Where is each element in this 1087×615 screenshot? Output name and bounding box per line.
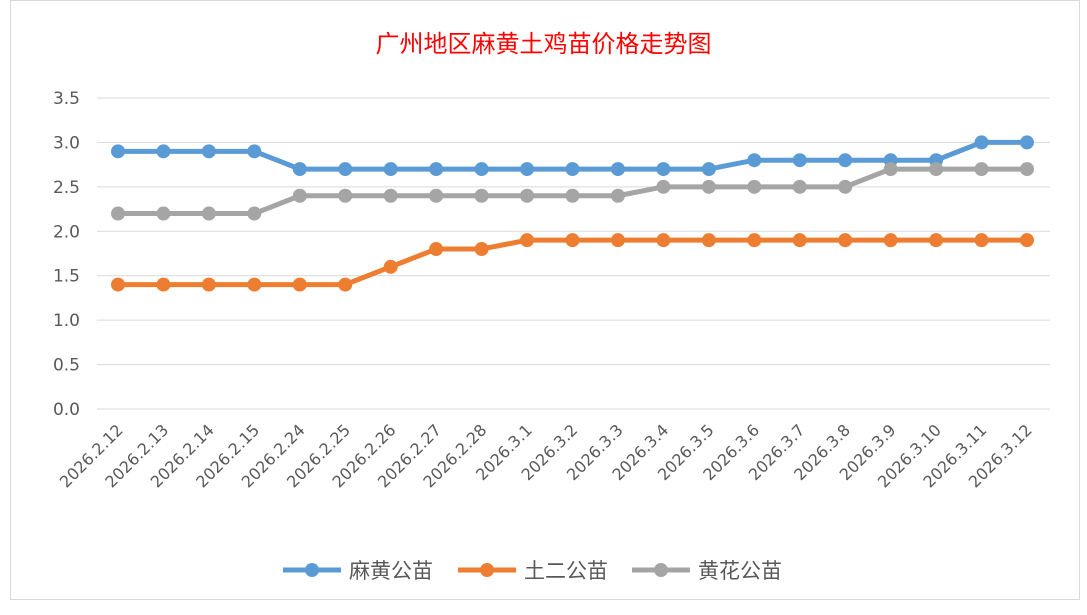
data-point bbox=[338, 277, 353, 292]
y-tick-label: 3.0 bbox=[53, 133, 80, 153]
data-point bbox=[610, 233, 625, 248]
data-point bbox=[929, 233, 944, 248]
data-point bbox=[747, 233, 762, 248]
data-point bbox=[383, 162, 398, 177]
legend-label: 土二公苗 bbox=[524, 559, 608, 583]
data-point bbox=[838, 233, 853, 248]
data-point bbox=[792, 233, 807, 248]
data-point bbox=[929, 162, 944, 177]
data-point bbox=[292, 277, 307, 292]
data-point bbox=[292, 188, 307, 203]
data-point bbox=[656, 162, 671, 177]
data-point bbox=[383, 259, 398, 274]
chart-frame bbox=[10, 0, 1080, 600]
data-point bbox=[520, 233, 535, 248]
data-point bbox=[111, 206, 125, 221]
data-point bbox=[474, 162, 489, 177]
data-point bbox=[383, 188, 398, 203]
data-point bbox=[838, 153, 853, 168]
data-point bbox=[247, 206, 262, 221]
data-point bbox=[656, 233, 671, 248]
y-tick-label: 1.5 bbox=[53, 267, 80, 287]
data-point bbox=[974, 233, 989, 248]
legend-label: 黄花公苗 bbox=[698, 559, 782, 583]
data-point bbox=[974, 162, 989, 177]
data-point bbox=[1020, 162, 1034, 177]
data-point bbox=[883, 233, 898, 248]
data-point bbox=[474, 188, 489, 203]
y-tick-label: 0.0 bbox=[53, 400, 80, 420]
legend-marker bbox=[480, 563, 494, 577]
data-point bbox=[883, 162, 898, 177]
data-point bbox=[747, 179, 762, 194]
data-point bbox=[565, 233, 580, 248]
data-point bbox=[292, 162, 307, 177]
data-point bbox=[201, 144, 216, 159]
data-point bbox=[701, 233, 716, 248]
data-point bbox=[701, 162, 716, 177]
data-point bbox=[610, 162, 625, 177]
data-point bbox=[156, 277, 171, 292]
y-tick-label: 2.0 bbox=[53, 222, 80, 242]
data-point bbox=[565, 188, 580, 203]
y-tick-label: 1.0 bbox=[53, 311, 80, 331]
data-point bbox=[838, 179, 853, 194]
data-point bbox=[247, 144, 262, 159]
data-point bbox=[656, 179, 671, 194]
legend-marker bbox=[654, 563, 668, 577]
data-point bbox=[429, 162, 444, 177]
y-tick-label: 3.5 bbox=[53, 89, 80, 109]
data-point bbox=[747, 153, 762, 168]
data-point bbox=[974, 135, 989, 150]
legend-marker bbox=[305, 563, 319, 577]
data-point bbox=[429, 242, 444, 257]
data-point bbox=[156, 206, 171, 221]
data-point bbox=[701, 179, 716, 194]
data-point bbox=[792, 179, 807, 194]
data-point bbox=[111, 144, 125, 159]
data-point bbox=[338, 162, 353, 177]
data-point bbox=[565, 162, 580, 177]
data-point bbox=[520, 162, 535, 177]
data-point bbox=[247, 277, 262, 292]
data-point bbox=[429, 188, 444, 203]
data-point bbox=[474, 242, 489, 257]
data-point bbox=[1020, 233, 1034, 248]
data-point bbox=[201, 206, 216, 221]
y-tick-label: 0.5 bbox=[53, 356, 80, 376]
data-point bbox=[111, 277, 125, 292]
data-point bbox=[201, 277, 216, 292]
data-point bbox=[338, 188, 353, 203]
legend-label: 麻黄公苗 bbox=[349, 559, 433, 583]
data-point bbox=[792, 153, 807, 168]
data-point bbox=[1020, 135, 1034, 150]
data-point bbox=[610, 188, 625, 203]
data-point bbox=[520, 188, 535, 203]
y-tick-label: 2.5 bbox=[53, 178, 80, 198]
chart-title: 广州地区麻黄土鸡苗价格走势图 bbox=[375, 30, 712, 58]
data-point bbox=[156, 144, 171, 159]
